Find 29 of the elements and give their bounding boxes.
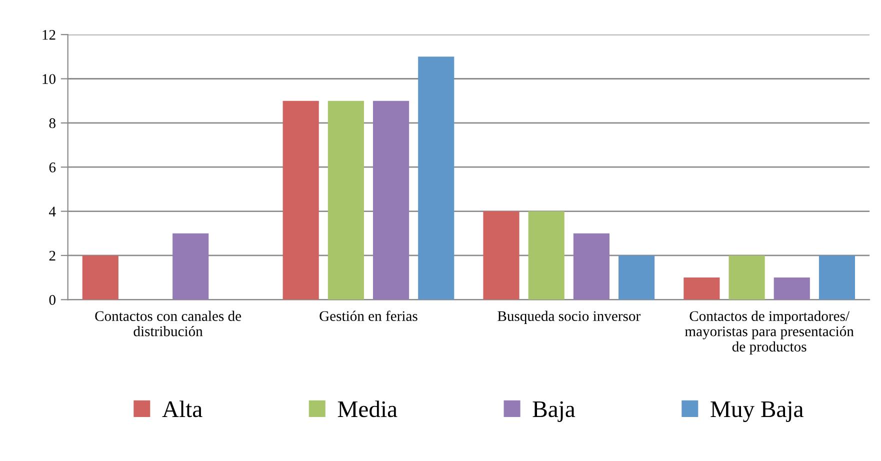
y-tick-label: 2 <box>49 250 56 261</box>
bar <box>82 255 118 300</box>
bar <box>573 233 610 300</box>
x-tick-label: Contactos de importadores/ mayoristas para presentación de productos <box>685 310 854 355</box>
bar <box>684 278 720 300</box>
bar <box>372 100 410 300</box>
bar <box>618 255 655 300</box>
bar <box>418 56 454 300</box>
x-tick-label: Busqueda socio inversor <box>498 310 640 324</box>
legend-label: Baja <box>532 401 576 422</box>
bar <box>282 100 319 300</box>
x-tick-label: Gestión en ferias <box>320 310 418 322</box>
y-tick-label: 6 <box>49 162 56 172</box>
legend-label: Muy Baja <box>710 401 804 422</box>
bar <box>172 233 209 300</box>
bar <box>728 255 765 300</box>
bar <box>818 255 856 300</box>
y-tick-label: 8 <box>49 118 56 128</box>
legend-label: Media <box>338 400 398 418</box>
y-tick-label: 12 <box>42 30 56 40</box>
y-tick-label: 0 <box>49 295 56 305</box>
x-tick-label: Contactos con canales de distribución <box>95 310 242 336</box>
y-tick-label: 4 <box>49 206 56 216</box>
bar <box>528 211 564 300</box>
bar <box>774 278 810 300</box>
legend-label: Alta <box>162 400 202 418</box>
bar <box>328 100 364 300</box>
bar <box>483 211 520 300</box>
y-tick-label: 10 <box>42 74 56 84</box>
